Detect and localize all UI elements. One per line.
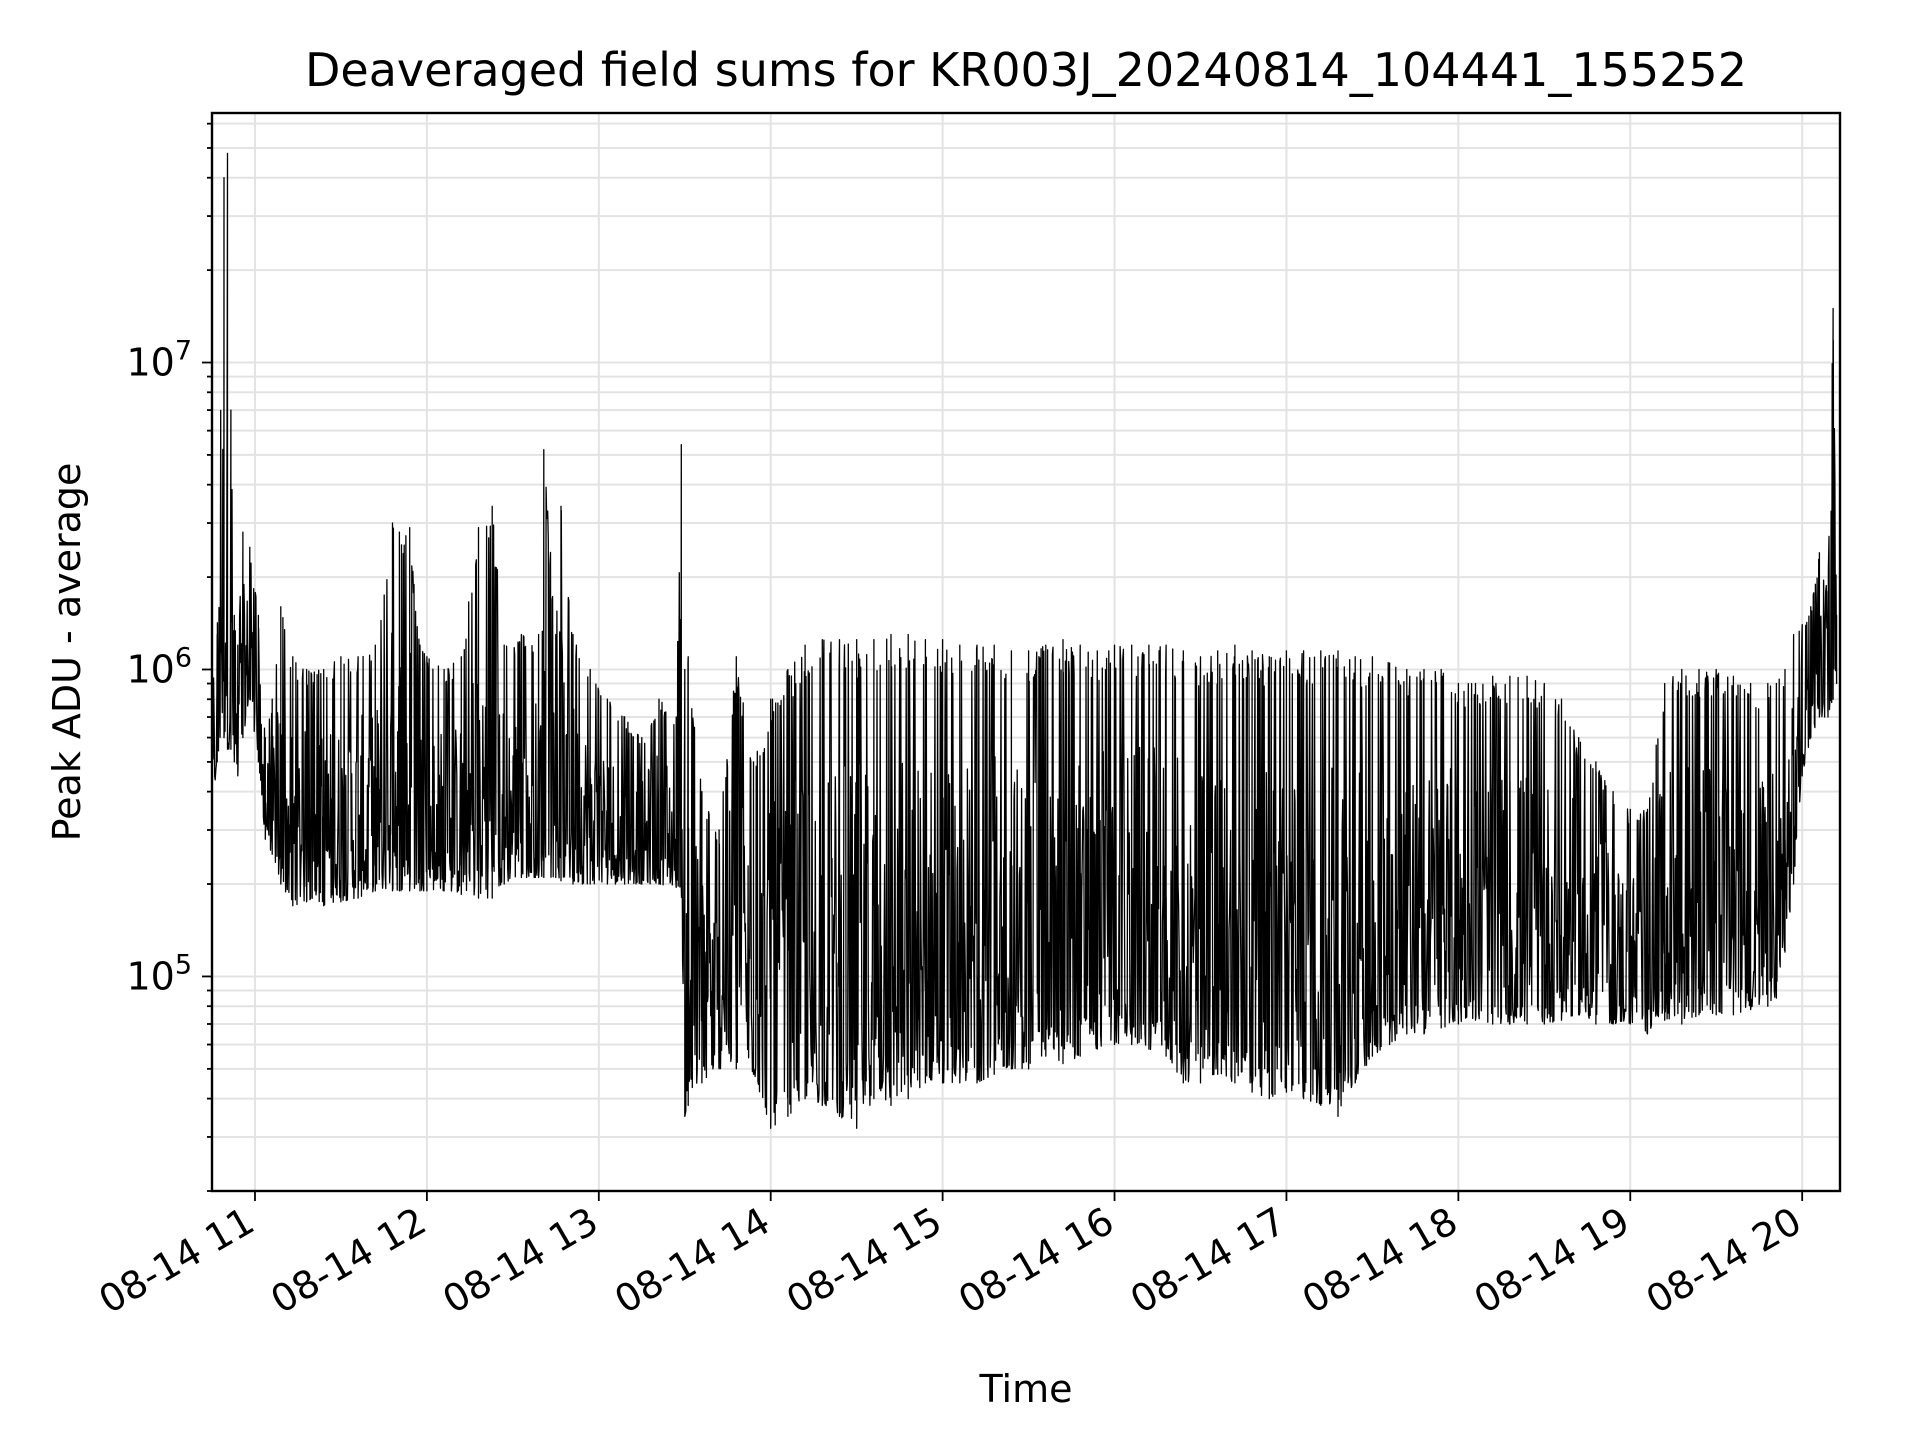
y-tick-label: 107 [126, 336, 192, 385]
y-axis-title: Peak ADU - average [45, 463, 89, 842]
plot-frame [210, 111, 1842, 1193]
x-axis-title: Time [979, 1367, 1073, 1411]
y-tick-label: 106 [126, 642, 192, 691]
series-line [212, 152, 1838, 1129]
y-tick-label: 105 [126, 949, 192, 998]
chart-title: Deaveraged field sums for KR003J_2024081… [305, 43, 1747, 97]
plot-area [212, 152, 1838, 1129]
